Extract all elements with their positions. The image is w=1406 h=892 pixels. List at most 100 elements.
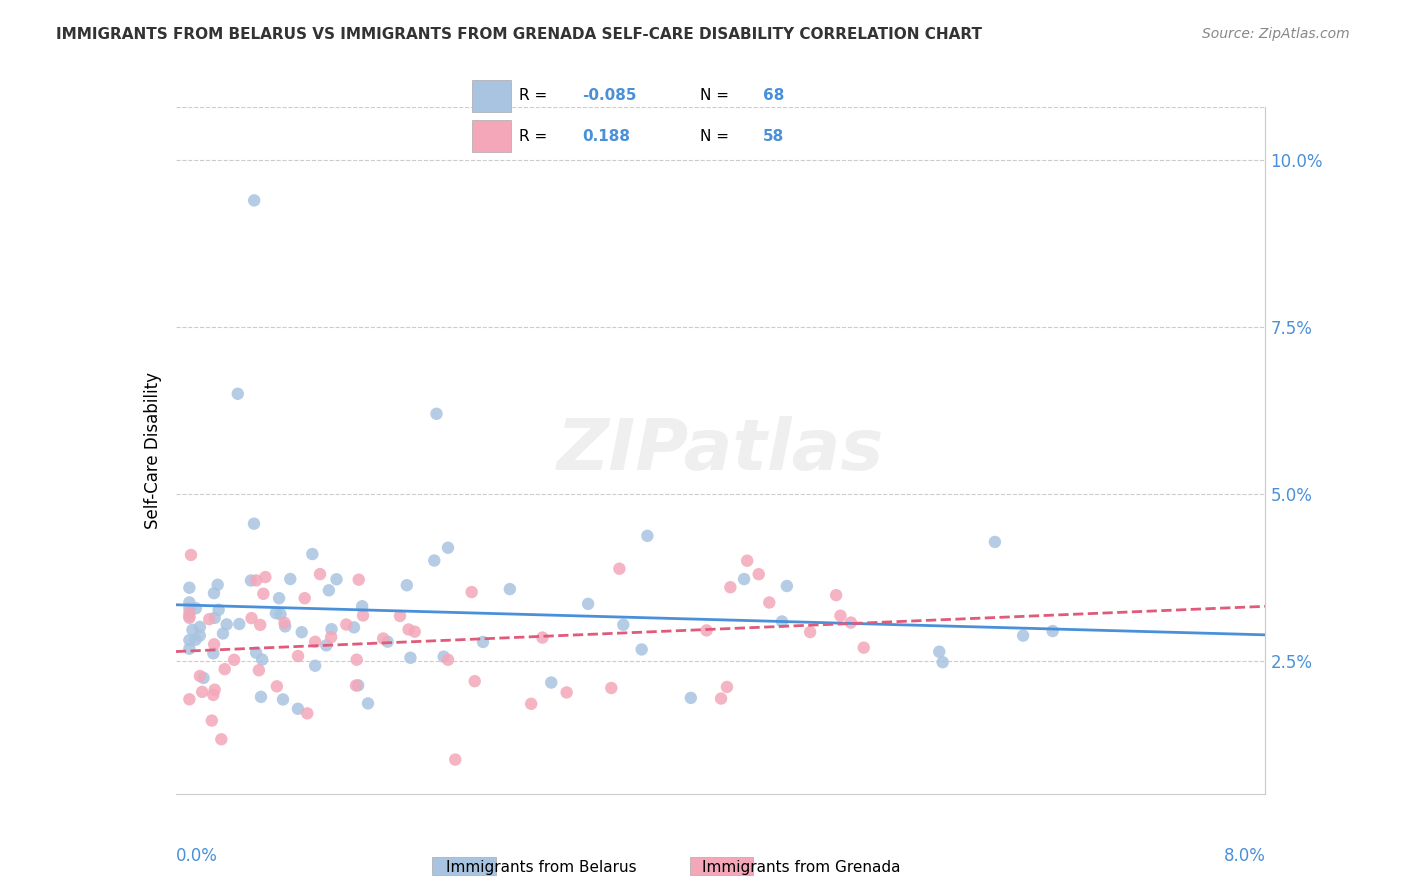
Bar <box>472 120 512 152</box>
Point <box>243 194 266 208</box>
Point <box>347 573 370 587</box>
Point <box>267 591 290 606</box>
Point <box>830 608 852 623</box>
Point <box>294 591 316 606</box>
Point <box>250 690 273 704</box>
Text: 0.0%: 0.0% <box>176 847 218 865</box>
Point <box>433 649 456 664</box>
Point <box>799 625 821 640</box>
Point <box>460 585 482 599</box>
Point <box>540 675 562 690</box>
Point <box>472 635 495 649</box>
Point <box>1042 624 1064 638</box>
Point <box>274 619 297 633</box>
Point <box>188 629 211 643</box>
Point <box>716 680 738 694</box>
Point <box>202 646 225 660</box>
Text: Immigrants from Belarus: Immigrants from Belarus <box>446 860 637 874</box>
Point <box>321 622 343 636</box>
Point <box>184 632 207 647</box>
Point <box>984 535 1007 549</box>
Text: -0.085: -0.085 <box>582 88 637 103</box>
Point <box>389 608 412 623</box>
Point <box>209 732 232 747</box>
Point <box>346 653 368 667</box>
Text: 68: 68 <box>763 88 785 103</box>
Point <box>179 633 201 648</box>
Point <box>344 679 367 693</box>
Point <box>520 697 543 711</box>
Point <box>202 637 225 651</box>
Point <box>266 679 288 693</box>
Bar <box>472 80 512 112</box>
Point <box>273 615 295 630</box>
Y-axis label: Self-Care Disability: Self-Care Disability <box>143 372 162 529</box>
Point <box>179 641 201 656</box>
Point <box>270 607 292 622</box>
Point <box>825 588 848 602</box>
Point <box>179 581 201 595</box>
Text: 58: 58 <box>763 128 785 144</box>
Point <box>181 623 204 637</box>
Point <box>335 617 357 632</box>
Point <box>240 611 263 625</box>
Point <box>291 625 314 640</box>
Point <box>179 611 201 625</box>
Point <box>352 608 374 623</box>
Point <box>207 578 229 592</box>
Point <box>179 692 201 706</box>
Point <box>264 606 287 620</box>
Point <box>247 663 270 677</box>
Point <box>343 620 366 634</box>
Point <box>214 662 236 676</box>
Point <box>198 612 221 626</box>
Point <box>395 578 418 592</box>
Point <box>321 630 343 644</box>
Point <box>180 548 202 562</box>
Point <box>204 611 226 625</box>
Text: R =: R = <box>519 128 553 144</box>
Point <box>188 620 211 634</box>
Point <box>444 753 467 767</box>
Point <box>377 634 399 648</box>
Point <box>315 639 337 653</box>
Point <box>278 572 301 586</box>
Point <box>718 580 741 594</box>
Text: N =: N = <box>700 88 734 103</box>
Point <box>555 685 578 699</box>
Point <box>636 529 658 543</box>
Point <box>184 601 207 615</box>
Point <box>325 572 347 586</box>
Point <box>576 597 599 611</box>
Point <box>191 685 214 699</box>
Text: Immigrants from Grenada: Immigrants from Grenada <box>702 860 901 874</box>
Point <box>425 407 447 421</box>
Point <box>287 648 309 663</box>
Point <box>222 653 245 667</box>
Text: IMMIGRANTS FROM BELARUS VS IMMIGRANTS FROM GRENADA SELF-CARE DISABILITY CORRELAT: IMMIGRANTS FROM BELARUS VS IMMIGRANTS FR… <box>56 27 983 42</box>
Text: 8.0%: 8.0% <box>1223 847 1265 865</box>
Point <box>630 642 652 657</box>
Point <box>612 617 634 632</box>
Point <box>710 691 733 706</box>
Point <box>398 623 420 637</box>
Point <box>423 553 446 567</box>
Point <box>735 554 758 568</box>
Point <box>770 615 793 629</box>
Point <box>179 595 201 609</box>
Point <box>758 595 780 609</box>
Point <box>404 624 426 639</box>
Point <box>304 658 326 673</box>
Point <box>839 615 862 630</box>
Point <box>271 692 294 706</box>
Point <box>179 601 201 615</box>
Point <box>208 603 231 617</box>
Point <box>696 624 718 638</box>
Point <box>179 609 201 624</box>
Point <box>352 599 374 614</box>
Point <box>733 572 755 586</box>
Point <box>347 678 370 692</box>
Point <box>252 587 274 601</box>
Text: R =: R = <box>519 88 553 103</box>
Point <box>245 646 267 660</box>
